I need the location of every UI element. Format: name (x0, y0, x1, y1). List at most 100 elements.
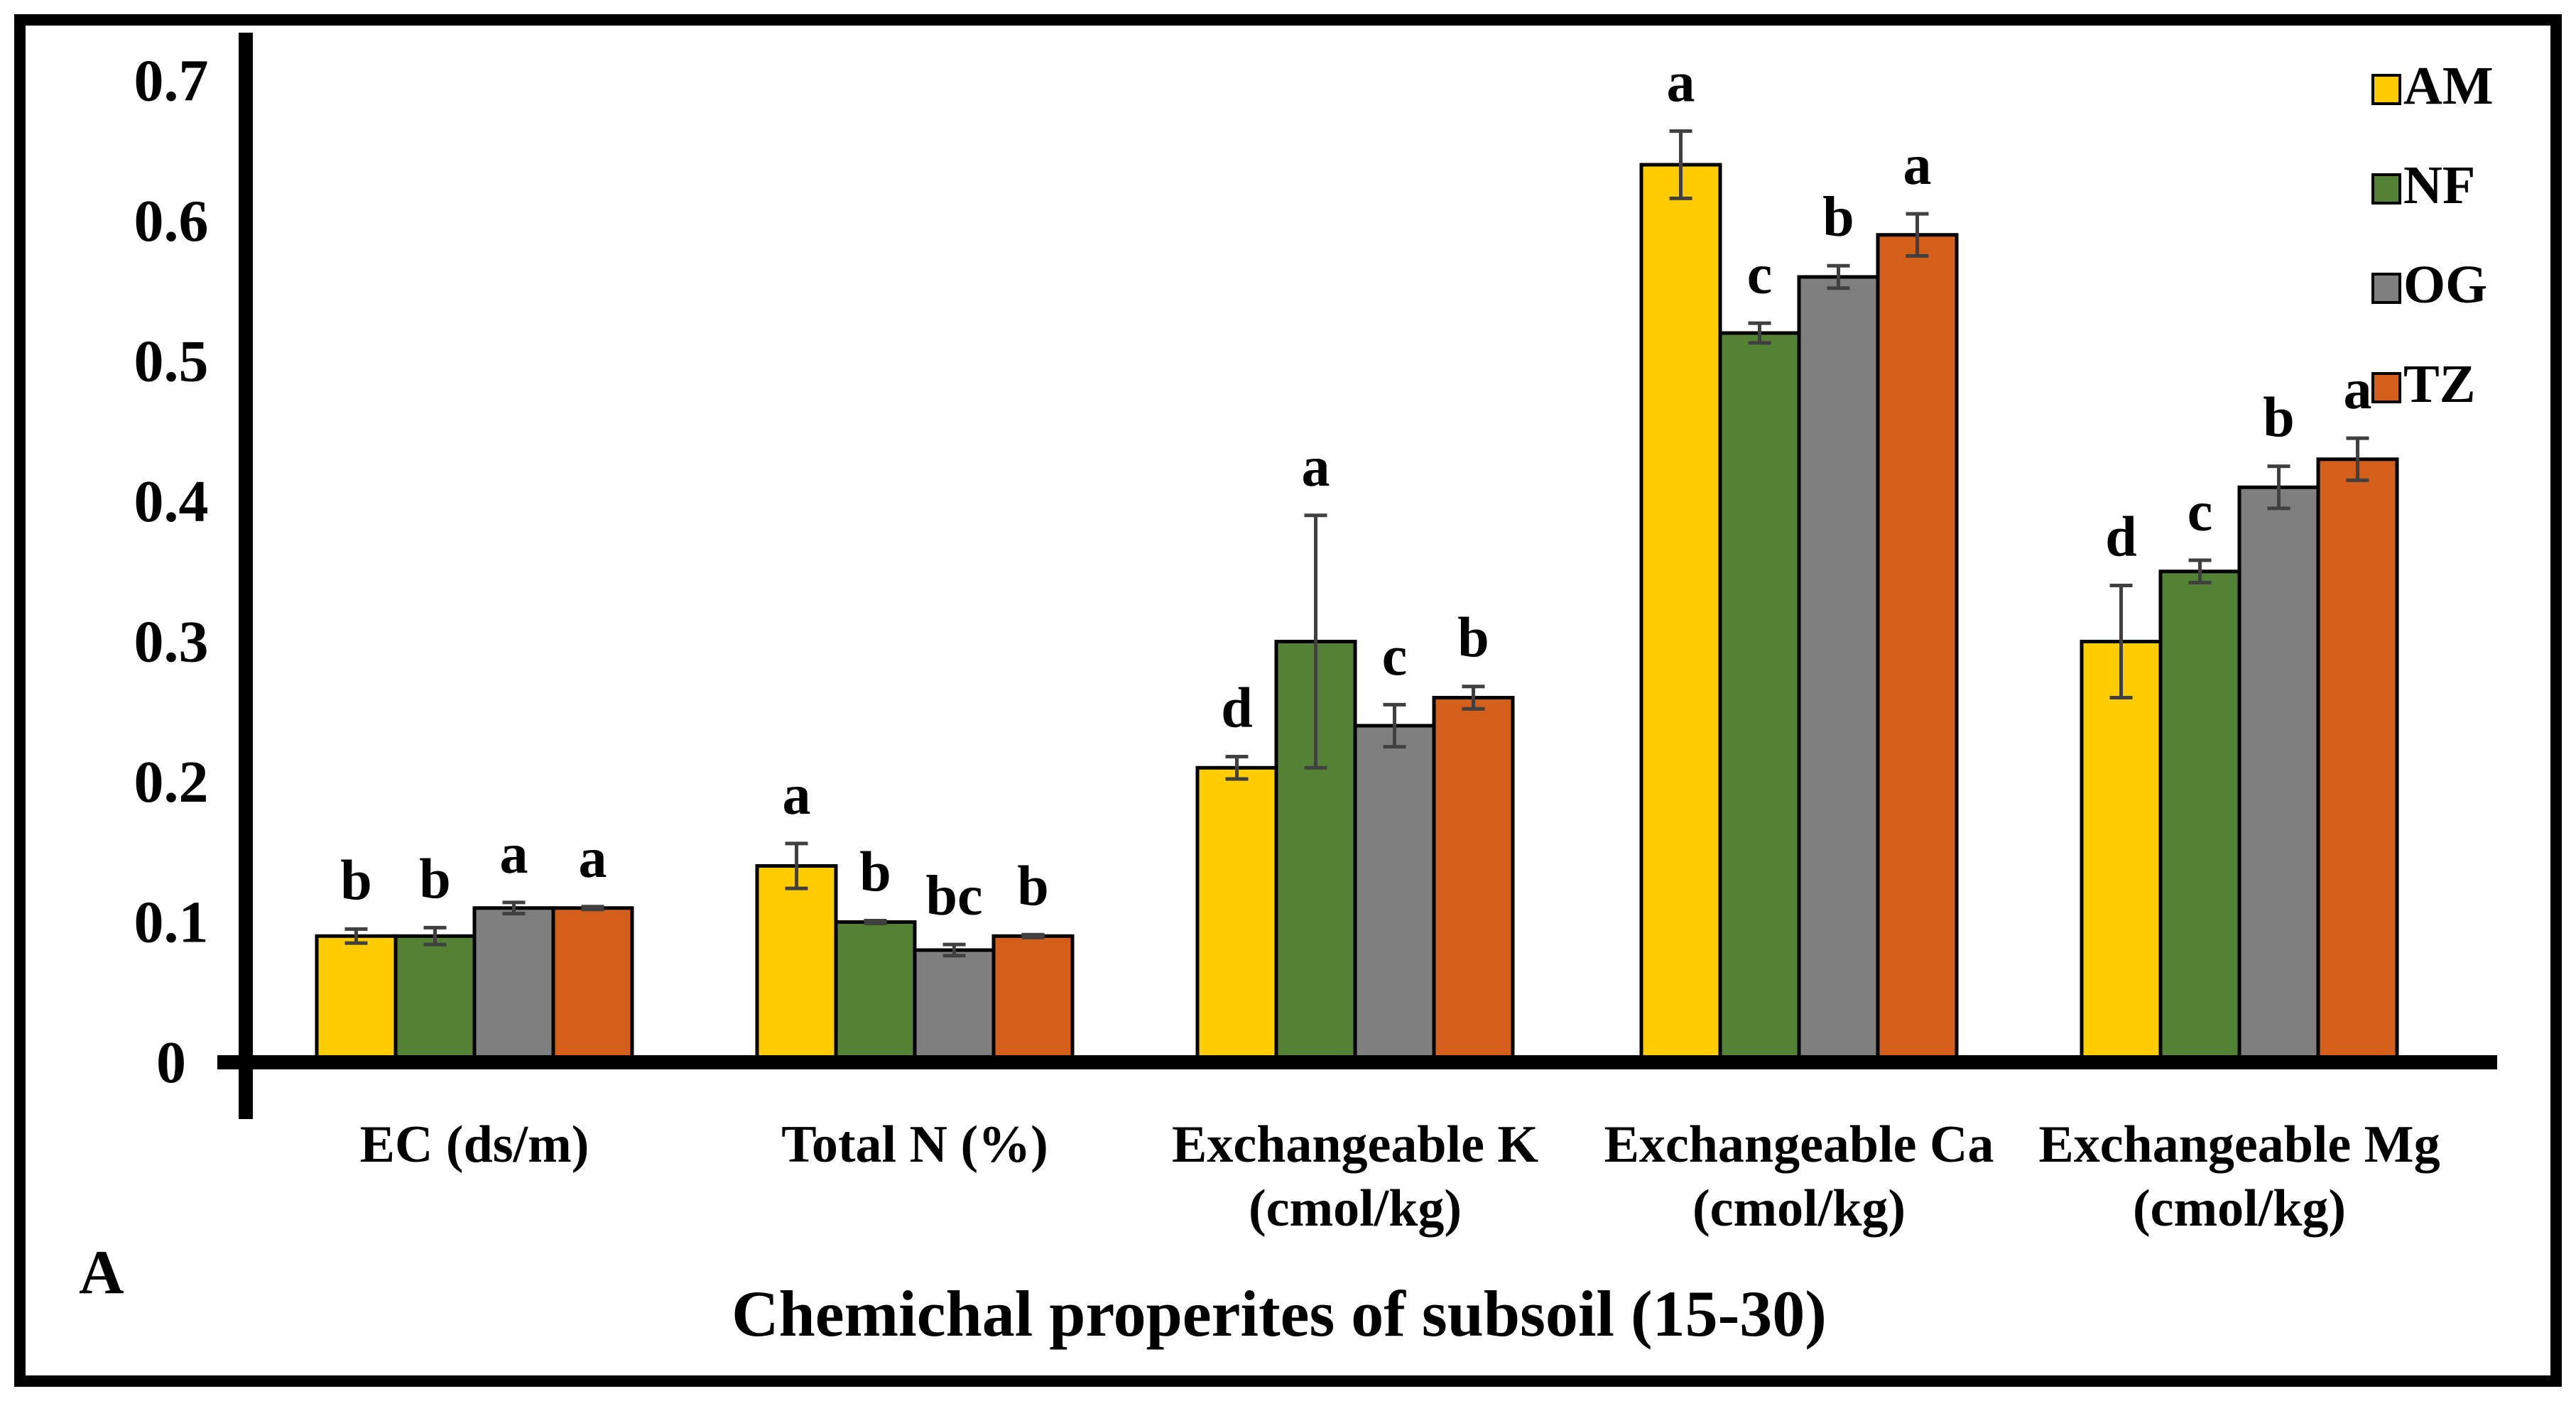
error-bar-am-4 (2109, 584, 2133, 699)
error-bar-og-3 (1827, 263, 1850, 290)
error-bar-og-2 (1383, 702, 1406, 749)
legend-swatch (2371, 372, 2401, 403)
error-bar-tz-4 (2346, 436, 2369, 482)
category-label-line: (cmol/kg) (1249, 1179, 1462, 1238)
error-bar-tz-2 (1462, 685, 1485, 711)
error-bar-og-4 (2267, 464, 2290, 511)
category-label: Exchangeable Ca (cmol/kg) (1604, 1116, 1994, 1238)
significance-letter-tz-1: b (1017, 855, 1049, 917)
category-label-line: Exchangeable Ca (1604, 1116, 1994, 1174)
significance-letter-nf-2: a (1302, 436, 1330, 498)
bars-layer (315, 163, 2399, 1064)
y-tick-label: 0.5 (134, 329, 209, 395)
x-axis-title: Chemichal properites of subsoil (15-30) (732, 1277, 1827, 1350)
bar-nf-3 (1718, 331, 1801, 1064)
error-bar-tz-3 (1906, 212, 1929, 258)
significance-letter-og-2: c (1382, 625, 1408, 687)
legend-label: OG (2403, 255, 2487, 315)
y-tick-label: 0.2 (134, 749, 209, 815)
error-bar-og-1 (942, 942, 966, 958)
bar-tz-2 (1432, 696, 1515, 1064)
legend-item-nf: NF (2371, 156, 2475, 215)
figure-frame: b a d a d b b a c c a bc c b b a b b a a 0 0.1 0.2 0.3 0.4 0.5 0.… (14, 14, 2562, 1387)
category-label: EC (ds/m) (360, 1116, 589, 1174)
category-label-line: Total N (%) (781, 1116, 1048, 1174)
bar-am-1 (755, 864, 838, 1064)
legend-label: AM (2403, 56, 2494, 116)
bar-tz-1 (991, 934, 1075, 1064)
error-bar-tz-1 (1021, 932, 1045, 939)
significance-letter-nf-3: c (1747, 244, 1773, 306)
bar-am-4 (2080, 640, 2163, 1064)
bar-tz-0 (551, 906, 634, 1064)
error-bar-am-1 (785, 841, 808, 890)
legend-swatch (2371, 74, 2401, 105)
bar-tz-3 (1876, 233, 1959, 1064)
significance-letter-tz-3: a (1903, 134, 1932, 197)
error-bar-tz-0 (581, 905, 604, 912)
error-bar-nf-2 (1304, 513, 1327, 770)
y-tick-label: 0.4 (134, 469, 209, 535)
significance-letter-og-1: bc (926, 865, 983, 927)
error-bar-am-2 (1225, 754, 1249, 781)
bar-nf-0 (393, 934, 477, 1064)
error-bar-am-3 (1669, 129, 1692, 200)
legend-item-tz: TZ (2371, 354, 2475, 414)
bar-am-3 (1639, 163, 1722, 1064)
bar-am-0 (315, 934, 398, 1064)
axes-layer (217, 33, 2497, 1119)
error-bar-nf-3 (1748, 321, 1771, 345)
significance-letter-am-3: a (1667, 52, 1695, 114)
legend-label: TZ (2403, 354, 2475, 414)
bar-nf-4 (2158, 569, 2241, 1064)
significance-letter-tz-2: b (1457, 607, 1489, 670)
legend-swatch (2371, 273, 2401, 304)
significance-letter-tz-4: a (2344, 359, 2372, 421)
legend: AM NF OG TZ (2371, 56, 2494, 414)
bar-og-3 (1797, 275, 1880, 1064)
significance-letter-og-4: b (2263, 387, 2295, 449)
category-label: Total N (%) (781, 1116, 1048, 1174)
y-tick-label: 0.3 (134, 609, 209, 675)
significance-letter-nf-4: c (2188, 481, 2213, 543)
category-label-line: (cmol/kg) (2133, 1179, 2346, 1238)
category-label: Exchangeable Mg (cmol/kg) (2038, 1116, 2440, 1238)
y-tick-label: 0 (156, 1030, 186, 1096)
y-tick-label: 0.6 (134, 188, 209, 254)
bar-og-2 (1353, 724, 1436, 1064)
bar-nf-1 (834, 920, 917, 1064)
bar-og-4 (2237, 485, 2320, 1064)
significance-letter-am-0: b (340, 849, 372, 912)
significance-letter-am-2: d (1221, 677, 1253, 739)
legend-item-og: OG (2371, 255, 2487, 315)
legend-label: NF (2403, 156, 2475, 215)
bar-og-1 (913, 948, 996, 1064)
y-tick-label: 0.1 (134, 890, 209, 956)
bar-og-0 (472, 906, 555, 1064)
category-label-line: Exchangeable Mg (2038, 1116, 2440, 1174)
significance-letter-og-3: b (1822, 186, 1854, 249)
significance-letter-tz-0: a (579, 827, 607, 890)
error-bars-layer (344, 129, 2369, 958)
error-bar-am-0 (344, 927, 368, 945)
category-label-line: (cmol/kg) (1692, 1179, 1906, 1238)
legend-item-am: AM (2371, 56, 2494, 116)
error-bar-og-0 (502, 900, 526, 916)
significance-letter-nf-0: b (419, 848, 451, 910)
category-labels: EC (ds/m) Total N (%) Exchangeable K (cmol/… (360, 1116, 2440, 1238)
error-bar-nf-1 (864, 919, 887, 925)
significance-letter-am-1: a (783, 764, 811, 827)
y-tick-label: 0.7 (134, 48, 209, 114)
y-tick-labels: 0 0.1 0.2 0.3 0.4 0.5 0.6 0.7 (134, 48, 209, 1096)
category-label-line: Exchangeable K (1172, 1116, 1538, 1174)
category-label: Exchangeable K (cmol/kg) (1172, 1116, 1538, 1238)
significance-letter-og-0: a (500, 823, 528, 885)
bar-am-2 (1195, 765, 1278, 1064)
error-bar-nf-0 (423, 925, 447, 947)
bar-tz-4 (2316, 457, 2399, 1064)
category-label-line: EC (ds/m) (360, 1116, 589, 1174)
error-bar-nf-4 (2188, 558, 2212, 585)
significance-letter-am-4: d (2105, 506, 2137, 569)
